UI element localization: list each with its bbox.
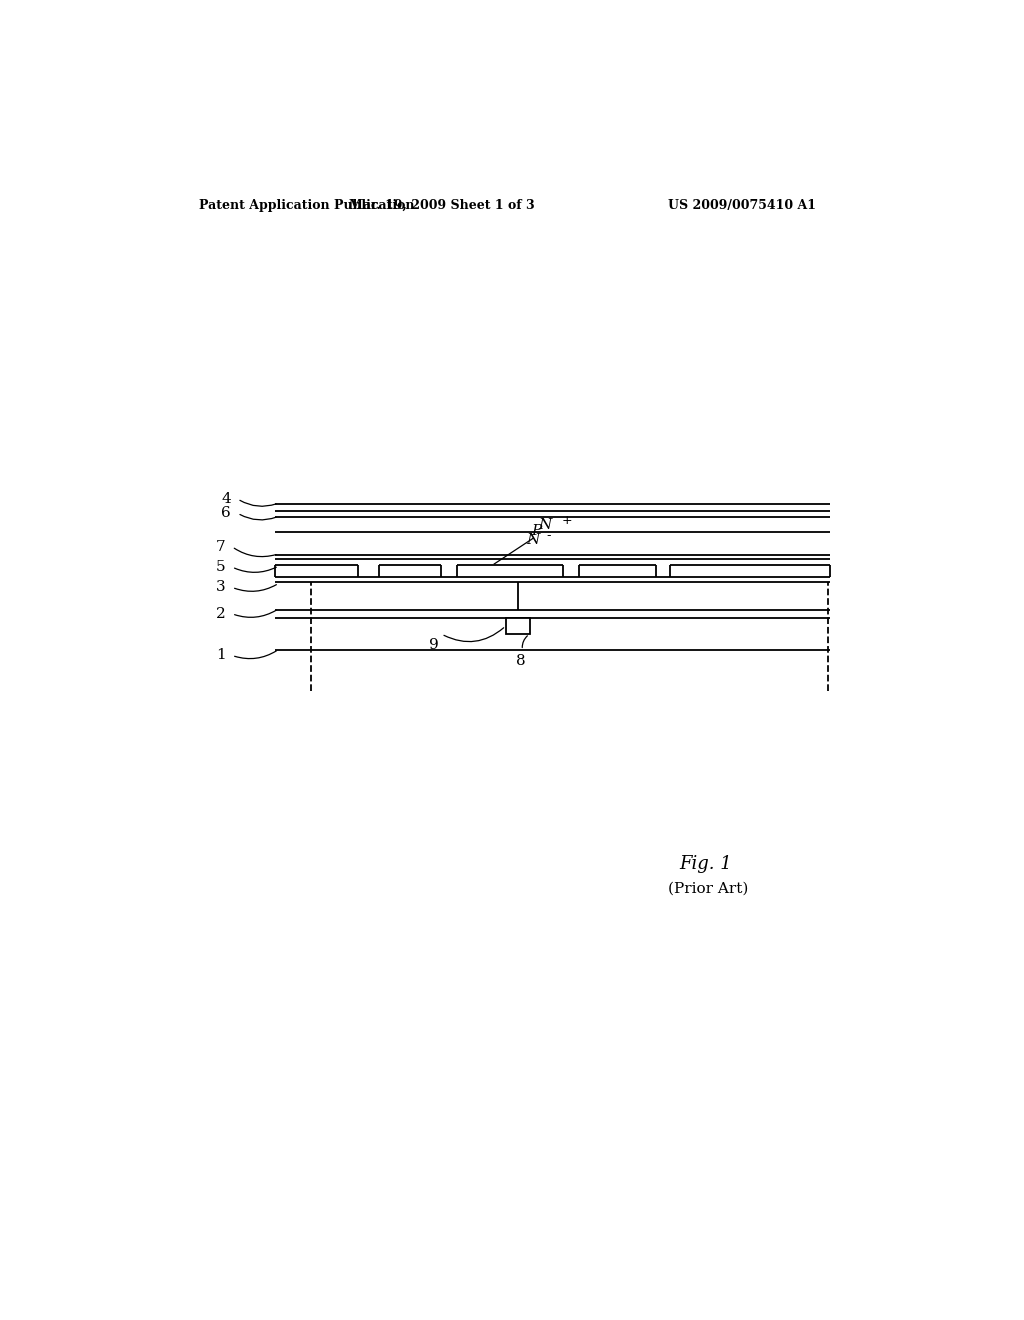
Text: 1: 1: [216, 648, 225, 663]
Text: P: P: [531, 524, 542, 537]
Text: 7: 7: [216, 540, 225, 553]
Text: +: +: [561, 515, 572, 527]
Text: (Prior Art): (Prior Art): [668, 882, 748, 896]
Text: 3: 3: [216, 581, 225, 594]
Text: Mar. 19, 2009 Sheet 1 of 3: Mar. 19, 2009 Sheet 1 of 3: [348, 199, 535, 213]
Text: 2: 2: [216, 607, 225, 620]
Text: 5: 5: [216, 560, 225, 574]
Text: 4: 4: [221, 492, 231, 506]
Text: 6: 6: [221, 506, 231, 520]
Text: US 2009/0075410 A1: US 2009/0075410 A1: [668, 199, 816, 213]
Text: 9: 9: [429, 638, 438, 652]
Text: Fig. 1: Fig. 1: [680, 854, 732, 873]
Bar: [506, 618, 529, 634]
Text: 8: 8: [516, 655, 525, 668]
Text: -: -: [547, 529, 551, 543]
Text: N: N: [538, 517, 551, 532]
Text: N: N: [526, 532, 540, 546]
Text: Patent Application Publication: Patent Application Publication: [200, 199, 415, 213]
